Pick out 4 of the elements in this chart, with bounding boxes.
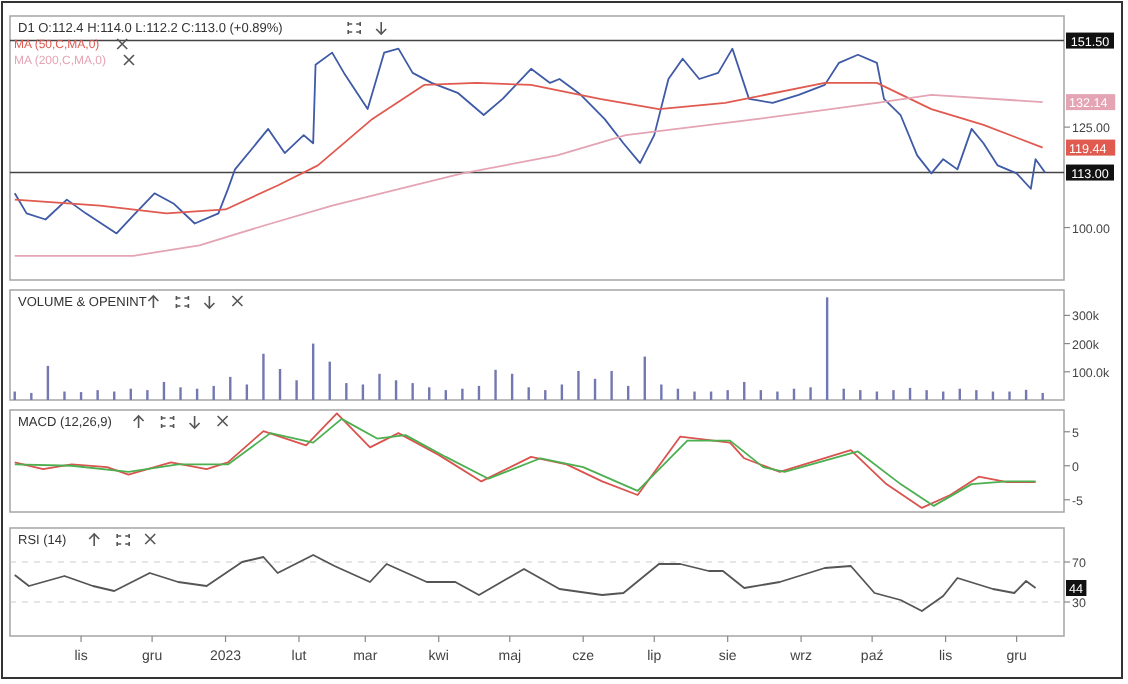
line-series <box>13 82 1044 215</box>
line-series <box>13 47 1046 235</box>
line-series <box>13 554 1037 612</box>
line-series <box>13 93 1044 257</box>
